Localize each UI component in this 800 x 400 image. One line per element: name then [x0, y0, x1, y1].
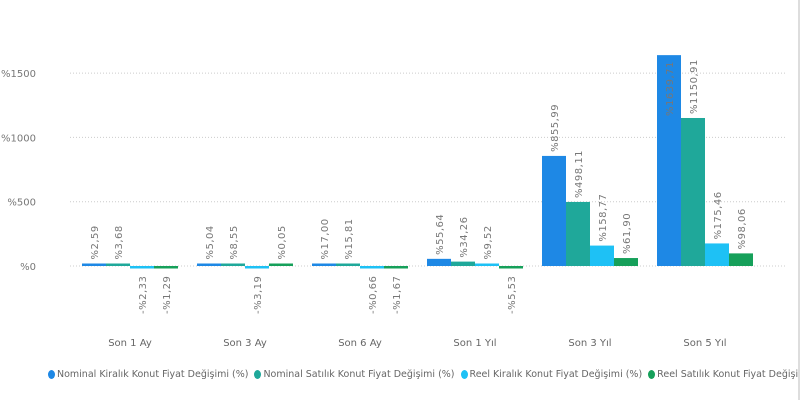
legend: Nominal Kiralık Konut Fiyat Değişimi (%)…	[48, 369, 799, 380]
data-label: %0,05	[277, 225, 288, 259]
legend-item[interactable]: Reel Kiralık Konut Fiyat Değişimi (%)	[460, 369, 643, 380]
legend-item[interactable]: Nominal Satılık Konut Fiyat Değişimi (%)	[254, 369, 455, 380]
legend-item[interactable]: Reel Satılık Konut Fiyat Değişimi (%)	[648, 369, 799, 380]
data-label: %175,46	[713, 191, 724, 239]
data-label: %9,52	[483, 225, 494, 259]
bar	[269, 263, 293, 266]
x-tick-label: Son 3 Ay	[223, 338, 267, 349]
bar	[336, 263, 360, 266]
data-label: -%3,19	[253, 276, 264, 314]
bar	[566, 201, 590, 266]
legend-label: Reel Kiralık Konut Fiyat Değişimi (%)	[469, 369, 643, 380]
bar	[197, 263, 221, 266]
data-label: %3,68	[114, 225, 125, 259]
bar	[542, 155, 566, 266]
legend-label: Reel Satılık Konut Fiyat Değişimi (%)	[657, 369, 799, 380]
data-label: -%1,67	[392, 276, 403, 314]
data-label: %15,81	[344, 218, 355, 259]
data-label: %1150,91	[689, 59, 700, 114]
bar	[657, 55, 681, 266]
bar	[154, 266, 178, 269]
bar	[499, 266, 523, 269]
data-label: %1639,71	[665, 61, 676, 116]
data-label: %55,64	[435, 214, 446, 255]
x-tick-label: Son 3 Yıl	[568, 338, 611, 349]
bar	[360, 266, 384, 269]
data-label: %158,77	[598, 194, 609, 242]
bar	[245, 266, 269, 269]
y-tick-label: %1000	[1, 133, 36, 144]
data-label: %2,59	[90, 225, 101, 259]
legend-marker-icon	[648, 370, 656, 379]
bar	[82, 263, 106, 266]
data-label: -%2,33	[138, 276, 149, 314]
data-label: %61,90	[622, 213, 633, 254]
y-tick-label: %1500	[1, 69, 36, 80]
x-tick-label: Son 6 Ay	[338, 338, 382, 349]
bar	[106, 263, 130, 266]
data-label: %98,06	[737, 208, 748, 249]
bar	[130, 266, 154, 269]
legend-marker-icon	[48, 370, 55, 379]
bar	[705, 243, 729, 266]
bar	[427, 258, 451, 266]
data-label: %855,99	[550, 104, 561, 152]
data-label: -%0,66	[368, 276, 379, 314]
data-label: %5,04	[205, 225, 216, 259]
bar	[681, 117, 705, 266]
y-tick-label: %500	[7, 198, 36, 209]
x-tick-label: Son 5 Yıl	[683, 338, 726, 349]
x-tick-label: Son 1 Yıl	[453, 338, 496, 349]
bar	[475, 263, 499, 266]
data-label: %8,55	[229, 225, 240, 259]
bar	[590, 245, 614, 266]
bar	[451, 261, 475, 266]
bar	[614, 258, 638, 266]
legend-label: Nominal Satılık Konut Fiyat Değişimi (%)	[263, 369, 455, 380]
data-label: %34,26	[459, 216, 470, 257]
legend-label: Nominal Kiralık Konut Fiyat Değişimi (%)	[57, 369, 249, 380]
data-label: %17,00	[320, 218, 331, 259]
bar	[312, 263, 336, 266]
y-tick-label: %0	[20, 262, 36, 273]
data-label: -%5,53	[507, 276, 518, 314]
bar	[221, 263, 245, 266]
legend-item[interactable]: Nominal Kiralık Konut Fiyat Değişimi (%)	[48, 369, 248, 380]
bar	[384, 266, 408, 269]
x-tick-label: Son 1 Ay	[108, 338, 152, 349]
data-label: -%1,29	[162, 276, 173, 314]
legend-marker-icon	[254, 370, 262, 379]
bar	[729, 253, 753, 266]
legend-marker-icon	[460, 370, 468, 379]
data-label: %498,11	[574, 150, 585, 198]
